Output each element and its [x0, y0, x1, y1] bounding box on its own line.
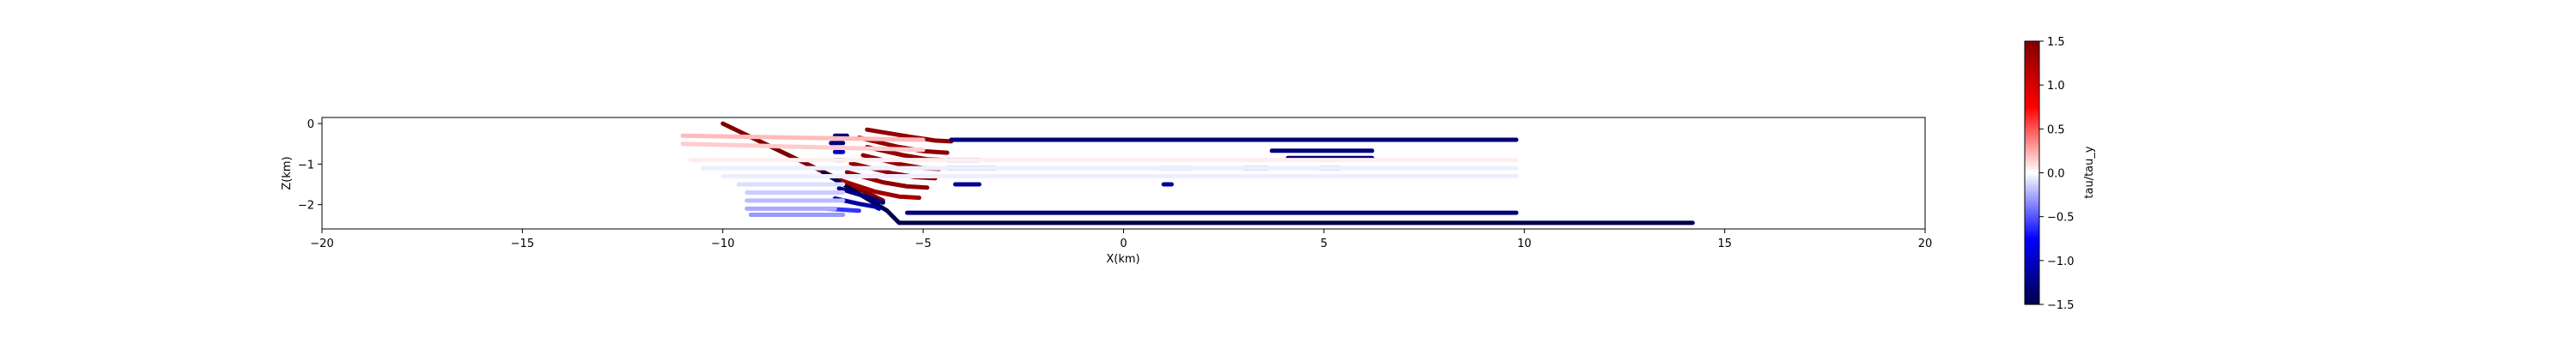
x-tick-label: 5: [1321, 238, 1327, 250]
y-axis-label: Z(km): [281, 156, 294, 190]
colorbar-label: tau/tau_y: [2083, 146, 2096, 198]
colorbar-tick-label: −1.5: [2047, 299, 2075, 312]
fault-segment-27: [832, 196, 882, 211]
x-tick-label: −5: [915, 238, 932, 250]
x-tick-label: 10: [1517, 238, 1532, 250]
colorbar-tick-label: 1.5: [2047, 36, 2065, 49]
x-tick-label: 20: [1918, 238, 1933, 250]
colorbar-tick-label: 0.0: [2047, 168, 2065, 181]
y-tick-label: −1: [298, 159, 314, 172]
x-tick-label: −15: [511, 238, 534, 250]
x-tick-label: −10: [711, 238, 734, 250]
colorbar: 1.5 1.0 0.5 0.0 −0.5 −1.0 −1.5 tau/tau_y: [2024, 36, 2096, 312]
plot-area: −20 −15 −10 −5 0 5 10 15 20 0 −1 −2 X(km) Z(km): [281, 117, 1932, 266]
colorbar-ticks: 1.5 1.0 0.5 0.0 −0.5 −1.0 −1.5: [2039, 36, 2075, 312]
y-axis-ticks: 0 −1 −2: [298, 118, 322, 213]
colorbar-tick-label: −1.0: [2047, 256, 2075, 268]
x-tick-label: 15: [1717, 238, 1732, 250]
x-tick-label: 0: [1120, 238, 1127, 250]
fault-segment-8: [841, 178, 921, 201]
fault-segment-30: [680, 141, 926, 153]
x-tick-label: −20: [310, 238, 333, 250]
colorbar-tick-label: 0.5: [2047, 123, 2065, 136]
fault-segment-26: [836, 186, 885, 205]
plot-background: [322, 117, 1925, 229]
x-axis-label: X(km): [1106, 253, 1139, 266]
colorbar-tick-label: 1.0: [2047, 80, 2065, 93]
y-tick-label: −2: [298, 200, 314, 213]
data-segments: [680, 121, 1695, 226]
colorbar-gradient: [2024, 40, 2040, 305]
y-tick-label: 0: [307, 118, 314, 131]
fault-segment-29: [680, 133, 926, 142]
x-axis-ticks: −20 −15 −10 −5 0 5 10 15 20: [310, 229, 1932, 250]
colorbar-tick-label: −0.5: [2047, 212, 2075, 225]
